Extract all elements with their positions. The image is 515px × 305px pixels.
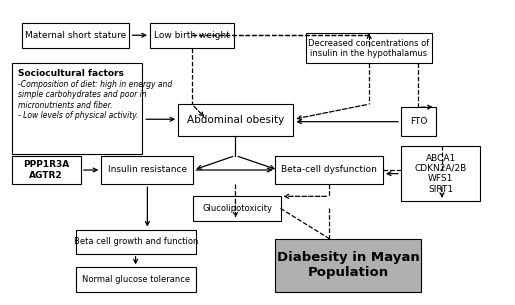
Text: Low birth weight: Low birth weight (154, 31, 230, 40)
FancyBboxPatch shape (178, 104, 294, 136)
Text: Decreased concentrations of
insulin in the hypothalamus: Decreased concentrations of insulin in t… (308, 38, 430, 58)
Text: Normal glucose tolerance: Normal glucose tolerance (82, 275, 190, 284)
Text: FTO: FTO (409, 117, 427, 126)
FancyBboxPatch shape (276, 156, 383, 184)
FancyBboxPatch shape (401, 107, 436, 136)
Text: Sociocultural factors: Sociocultural factors (18, 69, 124, 78)
Text: Beta cell growth and function: Beta cell growth and function (74, 237, 198, 246)
Text: Abdominal obesity: Abdominal obesity (187, 115, 284, 125)
FancyBboxPatch shape (76, 230, 196, 254)
Text: Insulin resistance: Insulin resistance (108, 165, 187, 174)
FancyBboxPatch shape (12, 63, 142, 154)
FancyBboxPatch shape (101, 156, 194, 184)
Text: PPP1R3A
AGTR2: PPP1R3A AGTR2 (23, 160, 70, 180)
Text: Beta-cell dysfunction: Beta-cell dysfunction (281, 165, 377, 174)
Text: Glucolipotoxicity: Glucolipotoxicity (202, 204, 272, 213)
FancyBboxPatch shape (22, 23, 129, 48)
FancyBboxPatch shape (150, 23, 234, 48)
FancyBboxPatch shape (76, 267, 196, 292)
FancyBboxPatch shape (401, 146, 480, 201)
FancyBboxPatch shape (12, 156, 81, 184)
Text: -Composition of diet: high in energy and
simple carbohydrates and poor in
micron: -Composition of diet: high in energy and… (18, 80, 172, 120)
FancyBboxPatch shape (306, 33, 432, 63)
Text: ABCA1
CDKN2A/2B
WFS1
SIRT1: ABCA1 CDKN2A/2B WFS1 SIRT1 (415, 153, 467, 194)
FancyBboxPatch shape (276, 239, 421, 292)
Text: Diabesity in Mayan
Population: Diabesity in Mayan Population (277, 251, 420, 279)
FancyBboxPatch shape (194, 196, 281, 221)
Text: Maternal short stature: Maternal short stature (25, 31, 126, 40)
